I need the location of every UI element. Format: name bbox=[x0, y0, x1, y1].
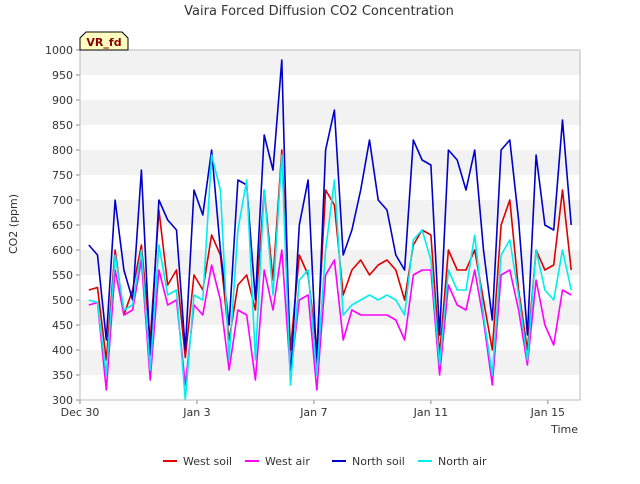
x-axis-label: Time bbox=[550, 423, 578, 436]
series-line-4 bbox=[88, 154, 572, 401]
site-badge: VR_fd bbox=[79, 31, 129, 51]
y-tick-label: 450 bbox=[52, 319, 73, 332]
series-group bbox=[88, 59, 572, 401]
y-axis-label: CO2 (ppm) bbox=[7, 194, 20, 254]
grid-band bbox=[80, 175, 580, 200]
x-tick-label: Jan 11 bbox=[413, 406, 448, 419]
chart-title: Vaira Forced Diffusion CO2 Concentration bbox=[184, 4, 454, 19]
y-tick-label: 800 bbox=[52, 144, 73, 157]
x-tick-label: Jan 3 bbox=[182, 406, 210, 419]
y-tick-label: 900 bbox=[52, 94, 73, 107]
grid-band bbox=[80, 350, 580, 375]
y-tick-label: 950 bbox=[52, 69, 73, 82]
y-tick-label: 750 bbox=[52, 169, 73, 182]
y-tick-label: 600 bbox=[52, 244, 73, 257]
grid-band bbox=[80, 375, 580, 400]
badge-label: VR_fd bbox=[86, 36, 121, 49]
y-axis: 300 350 400 450 500 550 600 650 700 750 800 850 900 9… bbox=[45, 44, 80, 407]
y-tick-label: 550 bbox=[52, 269, 73, 282]
series-line-1 bbox=[88, 149, 572, 361]
legend-label: North soil bbox=[352, 455, 405, 468]
grid-band bbox=[80, 50, 580, 75]
legend-label: West soil bbox=[183, 455, 232, 468]
grid-band bbox=[80, 225, 580, 250]
grid-band bbox=[80, 150, 580, 175]
y-tick-label: 350 bbox=[52, 369, 73, 382]
legend-label: West air bbox=[265, 455, 310, 468]
x-tick-label: Jan 15 bbox=[530, 406, 565, 419]
x-tick-label: Dec 30 bbox=[61, 406, 100, 419]
legend: West soil West air North soil North air bbox=[163, 455, 487, 468]
y-tick-label: 850 bbox=[52, 119, 73, 132]
badge-shape bbox=[79, 31, 129, 51]
plot-frame bbox=[79, 49, 581, 401]
grid-band bbox=[80, 100, 580, 125]
y-tick-label: 700 bbox=[52, 194, 73, 207]
y-tick-label: 500 bbox=[52, 294, 73, 307]
series-line-2 bbox=[88, 249, 572, 391]
y-tick-label: 300 bbox=[52, 394, 73, 407]
x-axis: Dec 30 Jan 3 Jan 7 Jan 11 Jan 15 bbox=[61, 400, 565, 419]
grid-bands bbox=[80, 50, 580, 400]
y-tick-label: 1000 bbox=[45, 44, 73, 57]
legend-label: North air bbox=[438, 455, 487, 468]
x-tick-label: Jan 7 bbox=[299, 406, 327, 419]
grid-band bbox=[80, 75, 580, 100]
series-line-3 bbox=[88, 59, 572, 381]
y-tick-label: 400 bbox=[52, 344, 73, 357]
y-tick-label: 650 bbox=[52, 219, 73, 232]
